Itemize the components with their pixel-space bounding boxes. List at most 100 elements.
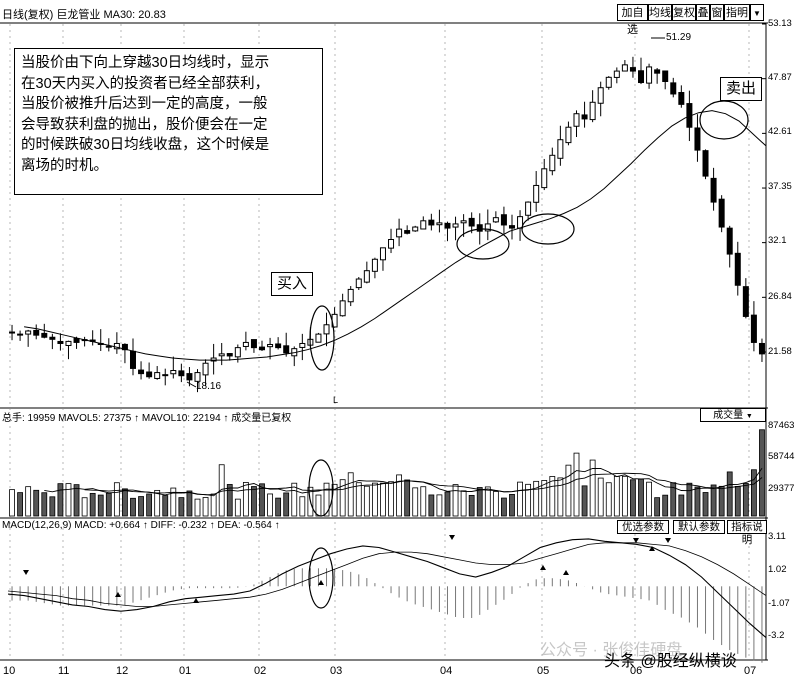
volume-bar (428, 494, 435, 517)
support-ellipse-1 (456, 228, 510, 260)
volume-bar (734, 486, 741, 517)
volume-bar (33, 489, 40, 517)
volume-bar (226, 484, 233, 517)
candle-body (597, 87, 604, 104)
volume-bar (460, 490, 467, 517)
macd-header: MACD(12,26,9) MACD: +0.664 ↑ DIFF: -0.23… (2, 520, 280, 531)
macd-tick: -3.2 (768, 630, 785, 641)
annotation-line: 的时候跌破30日均线收盘，这个时候是 (21, 137, 270, 153)
volume-bar (178, 497, 185, 517)
volume-bar (73, 484, 80, 517)
candle-body (621, 64, 628, 72)
low-marker: L (333, 395, 338, 405)
macd-tick: 1.02 (768, 564, 787, 575)
volume-bar (339, 479, 346, 517)
candle-body (57, 340, 64, 344)
volume-bar (275, 497, 282, 517)
volume-bar (242, 482, 249, 517)
volume-bar (170, 487, 177, 517)
volume-bar (49, 496, 56, 517)
price-tick: 21.58 (768, 346, 792, 357)
volume-bar (25, 486, 32, 517)
volume-bar (517, 481, 523, 517)
overlay-button[interactable]: 叠 (696, 4, 710, 21)
volume-bar (57, 483, 64, 517)
candle-body (33, 329, 40, 336)
month-label: 06 (630, 665, 643, 677)
volume-selector-label: 成交量 (713, 410, 744, 421)
indicator-button[interactable]: 指明 (724, 4, 750, 21)
volume-bar (484, 486, 491, 517)
volume-bar (509, 493, 515, 517)
candle-body (299, 342, 306, 348)
candle-body (420, 220, 427, 230)
buy-label: 买入 (271, 272, 314, 296)
volume-bar (621, 475, 628, 517)
volume-bar (605, 482, 612, 517)
volume-bar (388, 481, 394, 517)
add-watchlist-button[interactable]: 加自选 (617, 4, 648, 36)
arrow-up-icon (563, 570, 569, 575)
candle-body (186, 373, 193, 381)
watermark-toutiao: 头条 @股经纵横谈 (604, 653, 737, 670)
candle-body (379, 247, 386, 261)
volume-bar (549, 476, 556, 517)
candle-body (476, 224, 483, 232)
volume-bar (638, 478, 644, 517)
candle-body (508, 225, 515, 229)
optimize-params-button[interactable]: 优选参数 (617, 520, 669, 534)
volume-bar (630, 479, 636, 517)
volume-bar (476, 487, 483, 517)
candle-body (750, 314, 757, 343)
annotation-line: 在30天内买入的投资者已经全部获利， (21, 75, 270, 92)
volume-bar (581, 485, 588, 517)
volume-bar (436, 494, 443, 517)
month-label: 04 (440, 665, 453, 677)
candle-body (121, 343, 128, 351)
candle-body (146, 371, 153, 378)
volume-bar (259, 483, 265, 517)
candle-body (210, 357, 217, 362)
candle-body (444, 222, 451, 229)
volume-bar (492, 491, 499, 517)
volume-bar (105, 492, 112, 517)
volume-bar (283, 492, 290, 517)
candle-body (170, 370, 177, 375)
volume-bar (452, 484, 459, 517)
candle-body (468, 217, 475, 227)
candle-body (541, 168, 548, 189)
volume-selector[interactable]: 成交量 ▼ (700, 408, 766, 422)
candle-body (49, 336, 56, 340)
candle-body (734, 252, 741, 286)
volume-bar (194, 498, 201, 517)
candle-body (654, 69, 661, 74)
annotation-line: 离场的时机。 (21, 157, 108, 174)
buy-ellipse-volume (308, 459, 334, 517)
candle-body (718, 198, 725, 228)
candle-body (105, 345, 112, 348)
candle-body (202, 362, 209, 376)
adjust-button[interactable]: 复权 (672, 4, 696, 21)
volume-bar (186, 490, 193, 517)
volume-bar (202, 497, 209, 517)
candle-body (339, 300, 346, 317)
arrow-down-icon (23, 570, 29, 575)
volume-bar (218, 464, 225, 517)
ma-button[interactable]: 均线 (648, 4, 672, 21)
volume-bar (97, 494, 104, 517)
candle-body (17, 333, 24, 336)
candle-body (629, 67, 636, 72)
volume-bar (9, 489, 15, 517)
candle-body (581, 114, 588, 120)
default-params-button[interactable]: 默认参数 (673, 520, 725, 534)
indicator-help-button[interactable]: 指标说明 (727, 520, 767, 546)
window-button[interactable]: 窗 (710, 4, 724, 21)
volume-bar (113, 482, 120, 517)
volume-bar (355, 482, 362, 517)
dropdown-icon[interactable]: ▼ (750, 4, 764, 21)
candle-body (73, 337, 80, 343)
volume-bar (363, 485, 370, 517)
month-label: 05 (537, 665, 550, 677)
candle-body (347, 288, 354, 303)
arrow-up-icon (318, 580, 324, 585)
